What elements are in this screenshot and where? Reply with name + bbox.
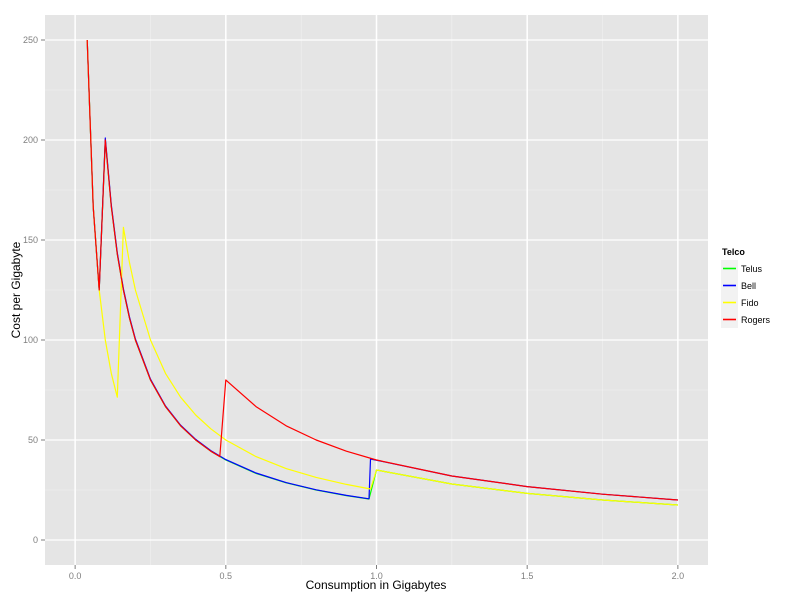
legend-label-bell: Bell <box>741 281 756 291</box>
y-tick-label: 0 <box>33 535 38 545</box>
series-line-rogers <box>86 39 678 501</box>
y-tick-label: 250 <box>23 35 38 45</box>
legend-title: Telco <box>722 247 745 257</box>
legend-label-telus: Telus <box>741 264 763 274</box>
legend-label-rogers: Rogers <box>741 315 771 325</box>
x-tick-label: 1.0 <box>370 571 383 581</box>
x-tick-label: 1.5 <box>521 571 534 581</box>
x-tick-label: 0.0 <box>69 571 82 581</box>
y-tick-label: 200 <box>23 135 38 145</box>
x-axis-title: Consumption in Gigabytes <box>306 578 447 592</box>
x-axis-ticks: 0.0 0.5 1.0 1.5 2.0 <box>69 565 684 581</box>
y-tick-label: 150 <box>23 235 38 245</box>
series-layer <box>86 39 678 506</box>
legend-items: Telus Bell Fido Rogers <box>721 260 771 328</box>
x-tick-label: 0.5 <box>220 571 233 581</box>
x-tick-label: 2.0 <box>672 571 685 581</box>
legend: Telco Telus Bell Fido Rogers <box>721 247 771 328</box>
legend-label-fido: Fido <box>741 298 759 308</box>
y-tick-label: 100 <box>23 335 38 345</box>
grid <box>45 15 708 565</box>
series-line-fido <box>86 39 678 506</box>
y-axis-title: Cost per Gigabyte <box>9 241 23 338</box>
y-tick-label: 50 <box>28 435 38 445</box>
y-axis-ticks: 0 50 100 150 200 250 <box>23 35 45 545</box>
